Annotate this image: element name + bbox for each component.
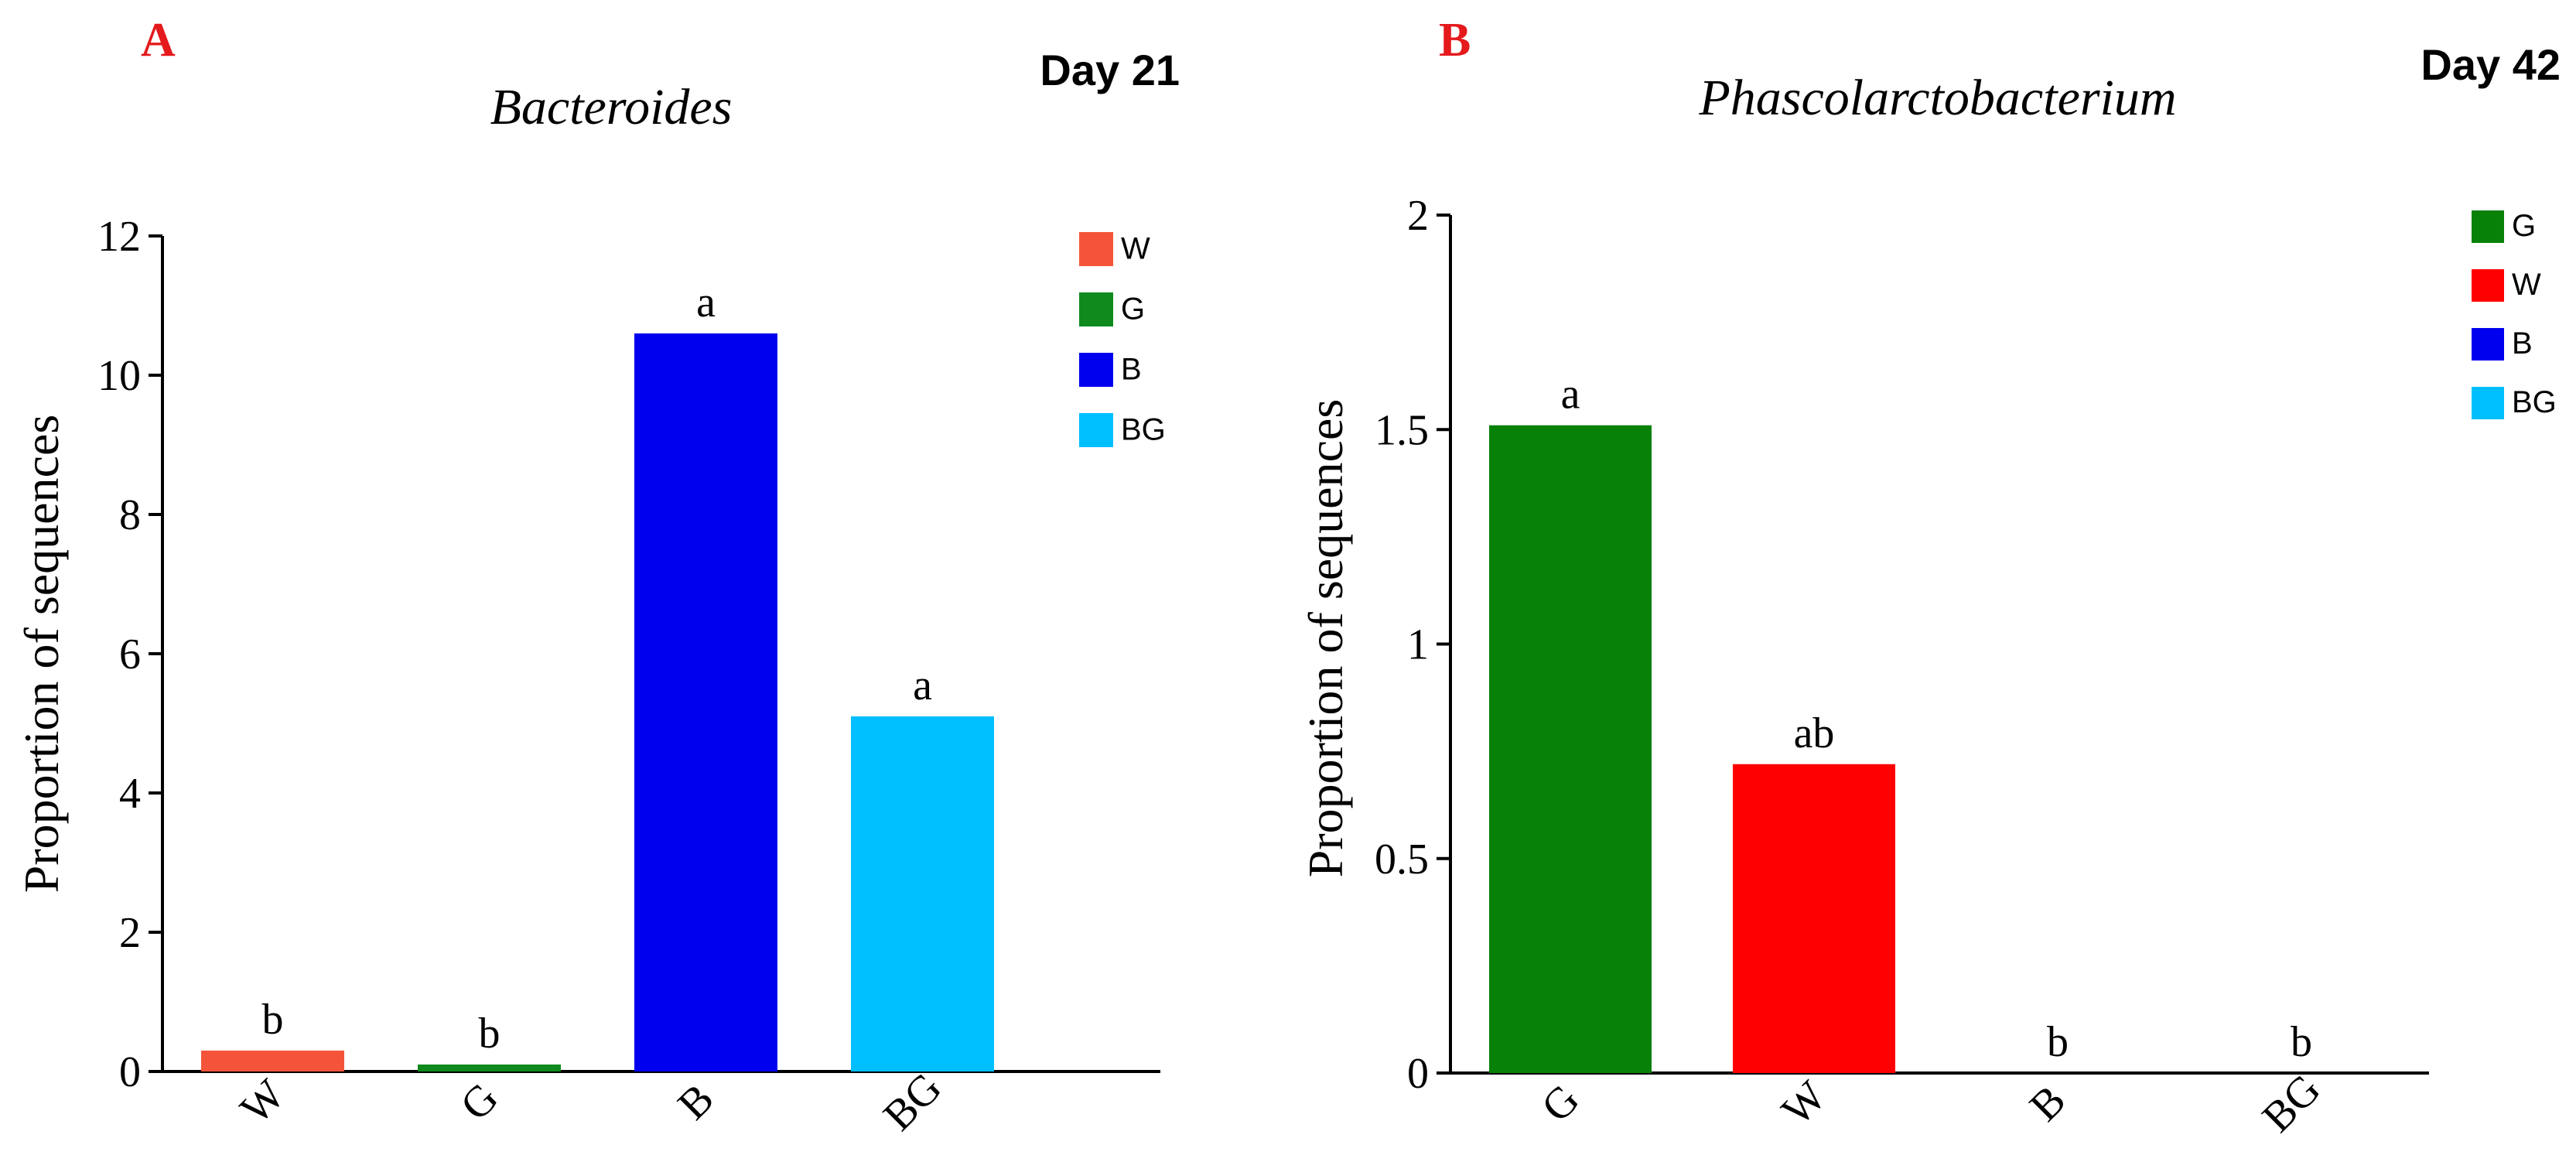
y-tick-label: 12	[97, 213, 141, 261]
significance-label: b	[262, 996, 284, 1044]
y-tick-label: 4	[119, 770, 141, 818]
legend-label: BG	[1121, 412, 1166, 446]
significance-label: a	[1561, 371, 1580, 419]
legend-label: B	[2512, 326, 2533, 361]
day-label: Day 42	[2421, 40, 2561, 89]
bar-w	[201, 1051, 344, 1071]
y-tick-label: 2	[119, 909, 141, 957]
legend-swatch	[1079, 413, 1113, 447]
bar-g	[1489, 425, 1652, 1073]
y-tick-label: 10	[97, 352, 141, 400]
significance-label: a	[696, 279, 716, 326]
significance-label: ab	[1794, 709, 1835, 757]
y-tick-label: 0.5	[1375, 836, 1429, 883]
y-tick-label: 8	[119, 491, 141, 539]
legend-swatch	[2472, 269, 2504, 302]
panel-label: B	[1439, 14, 1471, 67]
legend-swatch	[1079, 292, 1113, 326]
y-tick-label: 1	[1407, 621, 1429, 669]
significance-label: b	[2291, 1018, 2312, 1066]
y-tick-label: 1.5	[1375, 406, 1429, 454]
legend-label: W	[1121, 231, 1150, 265]
legend-swatch	[2472, 210, 2504, 243]
chart-title: Bacteroides	[490, 79, 733, 135]
y-tick-label: 0	[1407, 1050, 1429, 1098]
x-tick-label: G	[1532, 1075, 1588, 1131]
panel-b: B Phascolarctobacterium Day 42 Proportio…	[1298, 14, 2561, 1142]
panel-a: A Bacteroides Day 21 Proportion of seque…	[14, 14, 1180, 1140]
y-axis-label: Proportion of sequences	[14, 415, 69, 894]
y-axis-label: Proportion of sequences	[1298, 399, 1353, 878]
bar-b	[634, 333, 777, 1071]
significance-label: a	[913, 661, 932, 709]
legend-label: G	[1121, 292, 1145, 326]
legend-label: W	[2512, 268, 2541, 302]
bar-g	[418, 1065, 561, 1071]
legend-swatch	[2472, 328, 2504, 361]
legend-swatch	[1079, 232, 1113, 266]
legend-swatch	[1079, 353, 1113, 387]
legend-label: G	[2512, 209, 2536, 243]
chart-title: Phascolarctobacterium	[1698, 70, 2176, 126]
day-label: Day 21	[1040, 46, 1180, 94]
x-tick-label: G	[452, 1074, 507, 1130]
bar-bg	[851, 716, 994, 1071]
significance-label: b	[479, 1010, 501, 1058]
x-tick-label: B	[669, 1075, 723, 1129]
x-tick-label: W	[231, 1071, 294, 1133]
x-tick-label: W	[1773, 1072, 1836, 1135]
x-tick-label: BG	[874, 1064, 951, 1140]
y-tick-label: 6	[119, 631, 141, 678]
legend-label: BG	[2512, 385, 2557, 419]
bar-w	[1733, 764, 1895, 1073]
y-tick-label: 0	[119, 1048, 141, 1096]
x-tick-label: BG	[2253, 1065, 2330, 1142]
significance-label: b	[2047, 1018, 2069, 1066]
legend-label: B	[1121, 352, 1142, 386]
x-tick-label: B	[2021, 1076, 2075, 1130]
legend-swatch	[2472, 387, 2504, 419]
panel-label: A	[141, 14, 176, 67]
y-tick-label: 2	[1407, 192, 1429, 240]
